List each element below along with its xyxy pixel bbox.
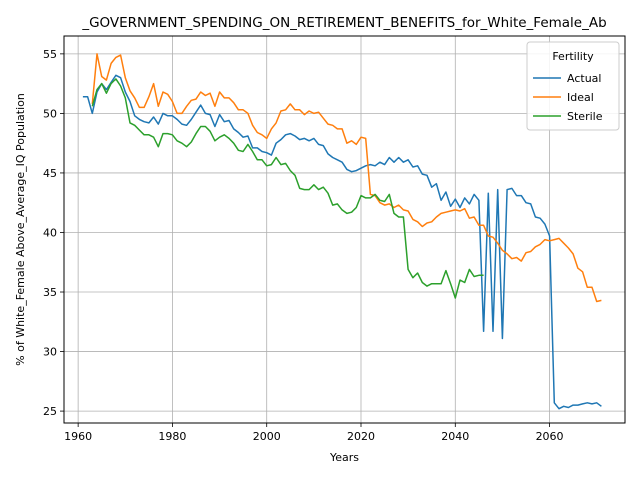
legend-title: Fertility xyxy=(552,50,594,63)
x-tick-label: 2020 xyxy=(347,430,375,443)
x-axis-label: Years xyxy=(329,451,359,464)
x-tick-label: 2040 xyxy=(441,430,469,443)
series-lines xyxy=(82,53,602,410)
grid xyxy=(64,36,625,423)
x-tick-label: 1980 xyxy=(158,430,186,443)
y-tick-label: 40 xyxy=(43,226,57,239)
legend-label-actual: Actual xyxy=(567,72,601,85)
y-tick-label: 55 xyxy=(43,48,57,61)
y-axis-label: % of White_Female Above_Average_IQ Popul… xyxy=(14,93,27,366)
legend-box xyxy=(526,41,620,131)
x-tick-label: 2000 xyxy=(253,430,281,443)
axis-ticks: 1960 1980 2000 2020 2040 2060 25 30 35 40 45 50 55 xyxy=(43,48,564,443)
chart-title: _GOVERNMENT_SPENDING_ON_RETIREMENT_BENEF… xyxy=(81,15,606,31)
legend-label-ideal: Ideal xyxy=(567,91,594,104)
series-line-ideal xyxy=(91,53,602,303)
y-tick-label: 35 xyxy=(43,286,57,299)
y-tick-label: 30 xyxy=(43,346,57,359)
legend-entries: Actual Ideal Sterile xyxy=(533,72,603,123)
series-line-sterile xyxy=(91,78,484,299)
plot-frame xyxy=(63,35,626,424)
y-tick-label: 25 xyxy=(43,405,57,418)
legend-label-sterile: Sterile xyxy=(567,110,603,123)
series-line-actual xyxy=(82,74,602,410)
y-tick-label: 45 xyxy=(43,167,57,180)
x-tick-label: 2060 xyxy=(536,430,564,443)
y-tick-label: 50 xyxy=(43,107,57,120)
x-tick-label: 1960 xyxy=(64,430,92,443)
legend: Fertility Actual Ideal Sterile xyxy=(526,41,620,131)
